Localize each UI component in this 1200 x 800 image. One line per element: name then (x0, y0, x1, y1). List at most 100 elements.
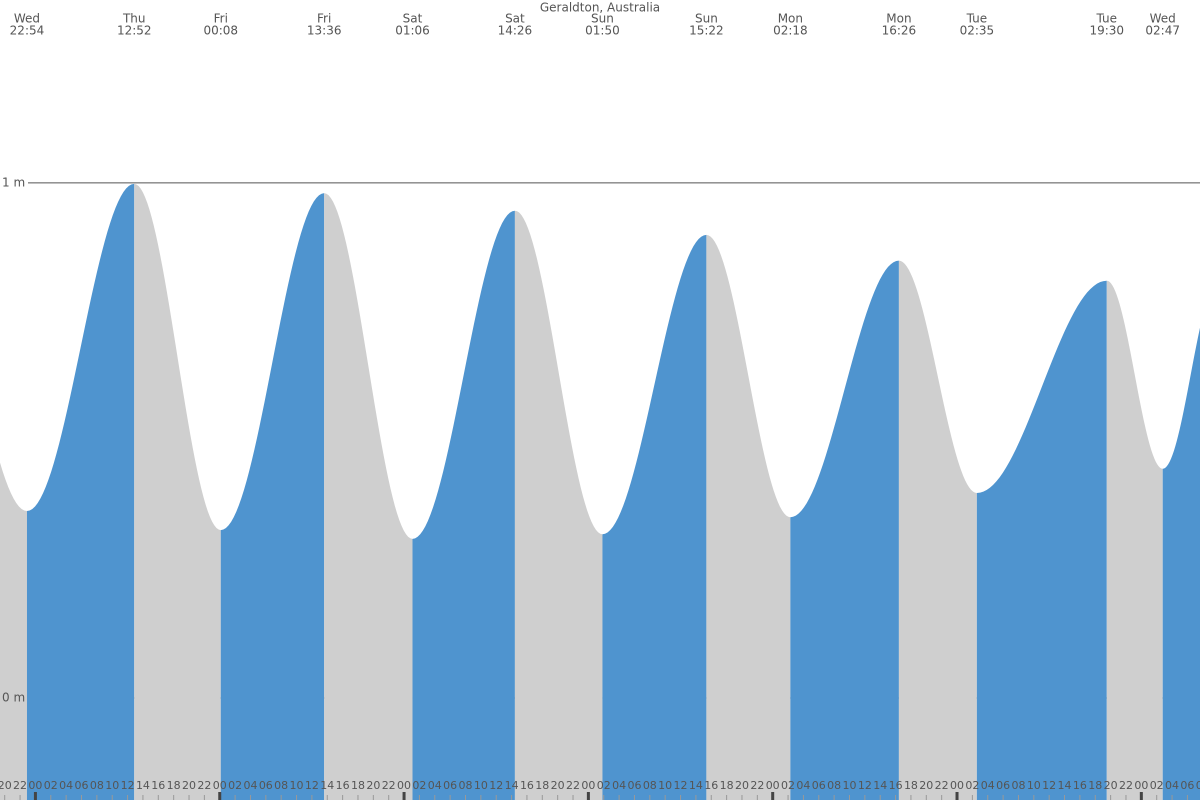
hour-label: 22 (1119, 779, 1133, 792)
hour-label: 04 (612, 779, 626, 792)
hour-label: 02 (965, 779, 979, 792)
hour-label: 10 (658, 779, 672, 792)
hour-label: 18 (720, 779, 734, 792)
hour-label: 08 (827, 779, 841, 792)
hour-label: 22 (197, 779, 211, 792)
hour-label: 02 (1150, 779, 1164, 792)
extreme-time: 02:18 (773, 24, 808, 38)
hour-label: 08 (643, 779, 657, 792)
tide-segment (26, 183, 135, 800)
hour-label: 06 (75, 779, 89, 792)
hour-label: 14 (505, 779, 519, 792)
hour-label: 02 (597, 779, 611, 792)
extreme-day: Wed (14, 12, 40, 26)
extreme-day: Mon (886, 12, 911, 26)
hour-label: 16 (151, 779, 165, 792)
hour-label: 20 (0, 779, 12, 792)
hour-label: 20 (735, 779, 749, 792)
hour-label: 08 (1196, 779, 1200, 792)
tide-segment (1106, 280, 1163, 800)
hour-label: 06 (812, 779, 826, 792)
hour-label: 00 (397, 779, 411, 792)
hour-label: 12 (121, 779, 135, 792)
hour-label: 10 (105, 779, 119, 792)
hour-label: 12 (674, 779, 688, 792)
hour-label: 18 (167, 779, 181, 792)
hour-label: 10 (290, 779, 304, 792)
extreme-time: 19:30 (1089, 24, 1124, 38)
hour-label: 22 (13, 779, 27, 792)
hour-label: 04 (1165, 779, 1179, 792)
y-tick-label: 0 m (2, 691, 25, 705)
hour-label: 00 (213, 779, 227, 792)
tide-segment (898, 260, 977, 800)
extreme-day: Sun (591, 12, 614, 26)
hour-label: 18 (904, 779, 918, 792)
hour-label: 22 (750, 779, 764, 792)
extreme-time: 02:35 (960, 24, 995, 38)
hour-label: 04 (981, 779, 995, 792)
hour-label: 00 (581, 779, 595, 792)
hour-label: 12 (489, 779, 503, 792)
hour-label: 02 (781, 779, 795, 792)
hour-label: 02 (228, 779, 242, 792)
extreme-time: 22:54 (10, 24, 45, 38)
hour-label: 14 (320, 779, 334, 792)
hour-label: 14 (689, 779, 703, 792)
tide-segment (134, 183, 221, 800)
hour-label: 08 (1011, 779, 1025, 792)
hour-label: 12 (1042, 779, 1056, 792)
hour-label: 04 (796, 779, 810, 792)
extreme-day: Fri (317, 12, 331, 26)
hour-label: 20 (1104, 779, 1118, 792)
hour-label: 06 (259, 779, 273, 792)
extreme-day: Wed (1150, 12, 1176, 26)
y-tick-label: 1 m (2, 175, 25, 189)
hour-label: 20 (366, 779, 380, 792)
hour-label: 16 (336, 779, 350, 792)
hour-label: 00 (766, 779, 780, 792)
extreme-time: 12:52 (117, 24, 152, 38)
extreme-day: Fri (214, 12, 228, 26)
tide-segment (324, 193, 413, 800)
extreme-day: Sat (403, 12, 423, 26)
extreme-day: Thu (122, 12, 146, 26)
hour-label: 14 (1058, 779, 1072, 792)
hour-label: 14 (873, 779, 887, 792)
extreme-time: 02:47 (1145, 24, 1180, 38)
hour-label: 10 (843, 779, 857, 792)
tide-segment (602, 234, 707, 800)
hour-label: 22 (382, 779, 396, 792)
extreme-day: Tue (966, 12, 988, 26)
hour-label: 20 (919, 779, 933, 792)
hour-label: 08 (90, 779, 104, 792)
tide-segment (1162, 327, 1200, 800)
hour-label: 10 (1027, 779, 1041, 792)
hour-label: 08 (459, 779, 473, 792)
tide-segment (220, 193, 325, 800)
hour-label: 16 (889, 779, 903, 792)
hour-label: 08 (274, 779, 288, 792)
extreme-time: 00:08 (203, 24, 238, 38)
hour-label: 22 (566, 779, 580, 792)
hour-label: 04 (59, 779, 73, 792)
hour-label: 06 (1180, 779, 1194, 792)
tide-segment (976, 280, 1107, 800)
hour-label: 18 (1088, 779, 1102, 792)
hour-label: 04 (243, 779, 257, 792)
hour-label: 18 (351, 779, 365, 792)
hour-label: 22 (935, 779, 949, 792)
extreme-time: 16:26 (882, 24, 917, 38)
hour-label: 20 (182, 779, 196, 792)
tide-segment (514, 210, 603, 800)
hour-label: 02 (44, 779, 58, 792)
hour-label: 16 (520, 779, 534, 792)
hour-label: 12 (305, 779, 319, 792)
hour-label: 20 (551, 779, 565, 792)
hour-label: 06 (443, 779, 457, 792)
extreme-day: Tue (1096, 12, 1118, 26)
extreme-day: Sat (505, 12, 525, 26)
hour-label: 06 (627, 779, 641, 792)
hour-label: 16 (1073, 779, 1087, 792)
